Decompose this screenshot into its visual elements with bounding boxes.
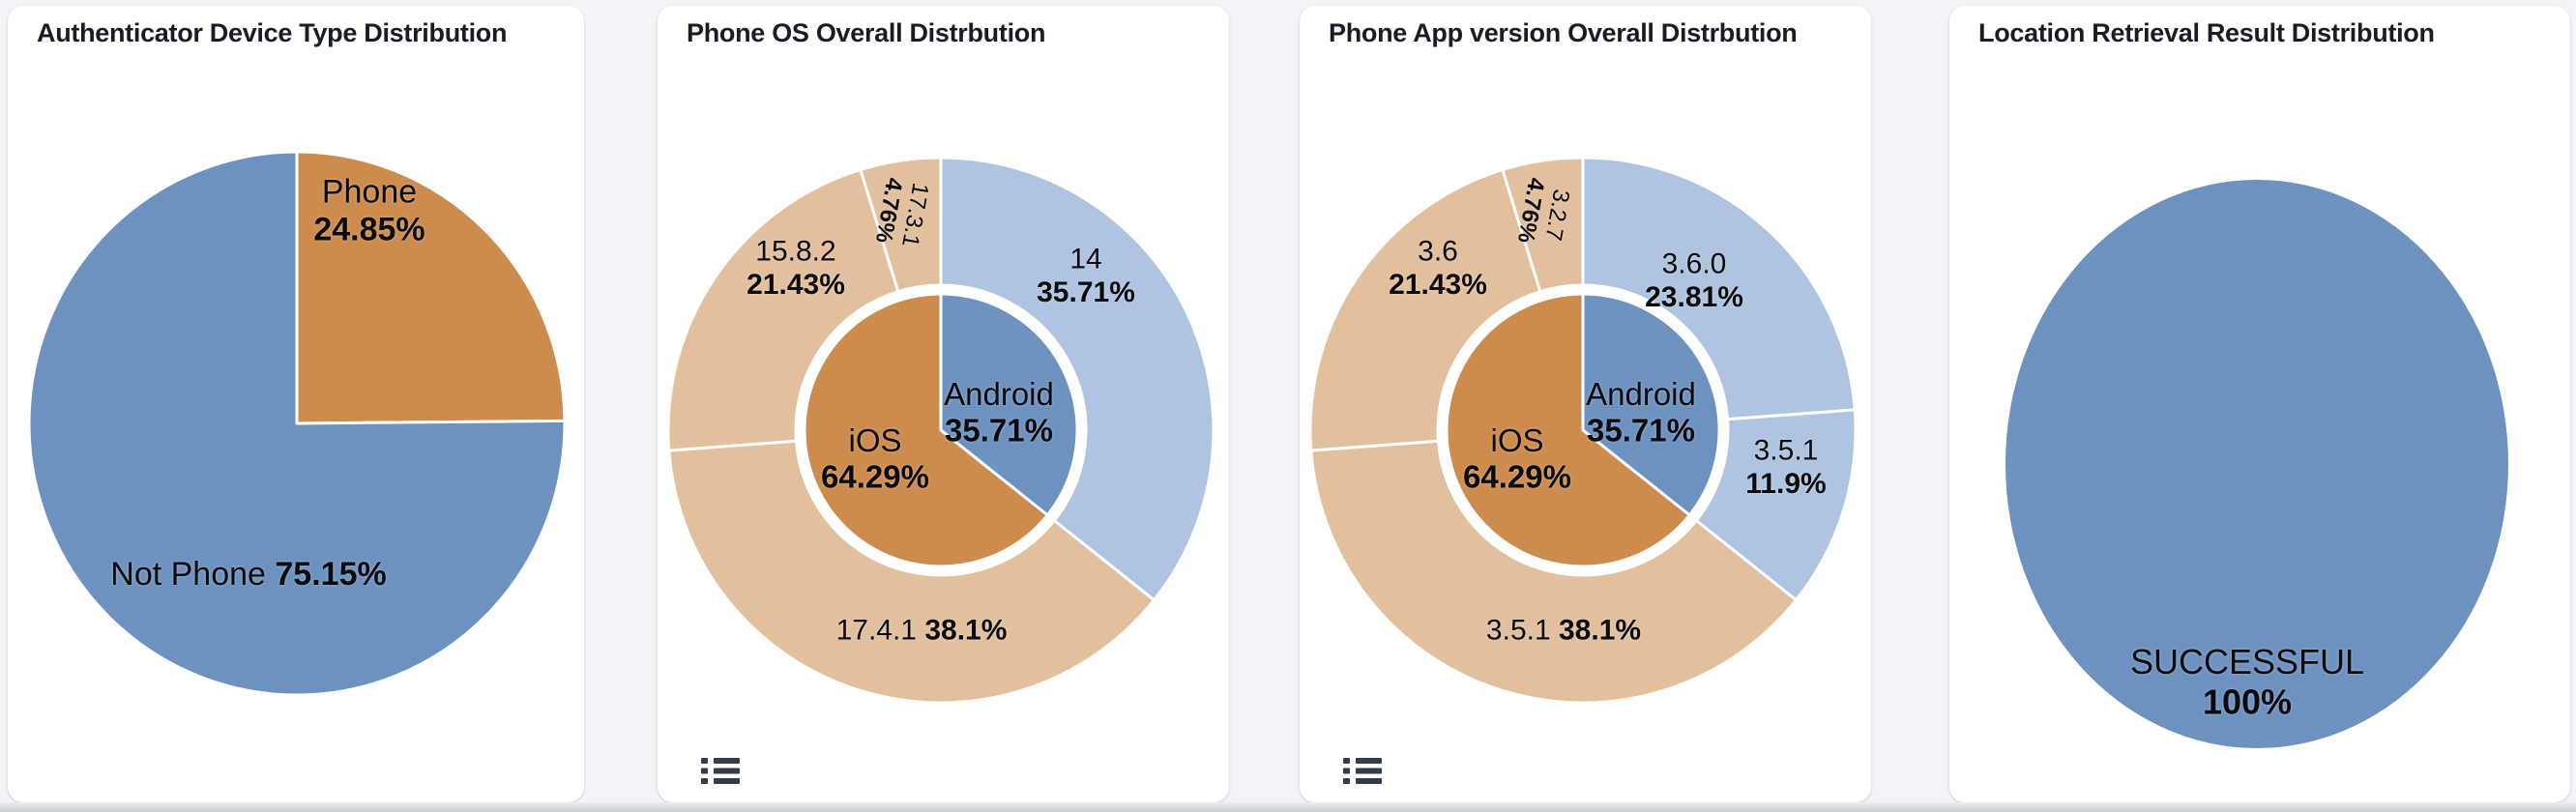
bottom-scroll-strip: [0, 802, 2576, 812]
pie-slice-successful[interactable]: [2005, 180, 2508, 748]
ring-label-3-5-1: 3.5.1 38.1%: [1486, 615, 1641, 647]
inner-label-ios: iOS 64.29%: [821, 422, 929, 495]
pie-label-not-phone: Not Phone 75.15%: [110, 556, 386, 593]
ring-label-3-6: 3.6 21.43%: [1389, 236, 1487, 302]
ring-slice-3-5-1[interactable]: [1309, 439, 1799, 705]
panel-phone-app-version-distribution: 3.6.0 23.81% 3.5.1 11.9% 3.5.1 38.1% 3.6 21.43…: [1300, 6, 1871, 802]
inner-slice-android[interactable]: [939, 292, 1079, 517]
pie-label-phone: Phone 24.85%: [313, 174, 424, 248]
ring-label-17-4-1: 17.4.1 38.1%: [836, 615, 1008, 647]
ring-label-3-5-1: 3.5.1 11.9%: [1745, 435, 1826, 501]
ring-label-14: 14 35.71%: [1037, 244, 1135, 309]
panel-title: Phone App version Overall Distrbution: [1329, 18, 1798, 47]
inner-slice-ios[interactable]: [1445, 292, 1691, 568]
inner-label-android: Android 35.71%: [944, 376, 1054, 449]
inner-slice-android[interactable]: [1581, 292, 1721, 517]
list-icon[interactable]: [1343, 758, 1382, 784]
pie-label-successful: SUCCESSFUL 100%: [2130, 642, 2364, 721]
list-icon-glyph: [1343, 758, 1382, 784]
ring-label-3-6-0: 3.6.0 23.81%: [1645, 248, 1743, 314]
ring-slice-3-5-1[interactable]: [1694, 408, 1858, 602]
ring-slice-17-3-1[interactable]: [859, 156, 943, 294]
panel-authenticator-device-type: Phone 24.85% Not Phone 75.15% Authenticato…: [8, 6, 584, 802]
ring-slice-14[interactable]: [939, 156, 1215, 602]
inner-label-ios: iOS 64.29%: [1463, 422, 1571, 495]
inner-label-android: Android 35.71%: [1586, 376, 1696, 449]
authenticator-device-type-pie-chart[interactable]: Phone 24.85% Not Phone 75.15%: [8, 6, 584, 802]
ring-slice-3-2-7[interactable]: [1501, 156, 1585, 294]
ring-slice-3-6[interactable]: [1308, 168, 1542, 452]
panel-title: Phone OS Overall Distrbution: [687, 18, 1046, 47]
panel-title: Authenticator Device Type Distribution: [37, 18, 508, 47]
panel-phone-os-distribution: 14 35.71% 17.4.1 38.1% 15.8.2 21.43% 17.3.14.…: [658, 6, 1229, 802]
list-icon-glyph: [701, 758, 740, 784]
phone-app-version-sunburst-chart[interactable]: 3.6.0 23.81% 3.5.1 11.9% 3.5.1 38.1% 3.6 21.43…: [1300, 6, 1871, 802]
pie-slice-not-phone[interactable]: [27, 150, 567, 697]
ring-slice-15-8-2[interactable]: [666, 168, 900, 452]
list-icon[interactable]: [701, 758, 740, 784]
pie-slice-phone[interactable]: [295, 150, 567, 425]
location-retrieval-result-pie-chart[interactable]: SUCCESSFUL 100%: [1949, 6, 2570, 802]
ring-slice-3-6-0[interactable]: [1581, 156, 1857, 421]
ring-label-17-3-1: 17.3.14.76%: [870, 176, 934, 250]
panel-title: Location Retrieval Result Distribution: [1978, 18, 2435, 47]
ring-label-15-8-2: 15.8.2 21.43%: [746, 236, 845, 302]
panel-location-retrieval-result: SUCCESSFUL 100% Location Retrieval Result…: [1949, 6, 2570, 802]
ring-slice-17-4-1[interactable]: [667, 439, 1156, 705]
inner-slice-ios[interactable]: [803, 292, 1049, 568]
phone-os-sunburst-chart[interactable]: 14 35.71% 17.4.1 38.1% 15.8.2 21.43% 17.3.14.…: [658, 6, 1229, 802]
